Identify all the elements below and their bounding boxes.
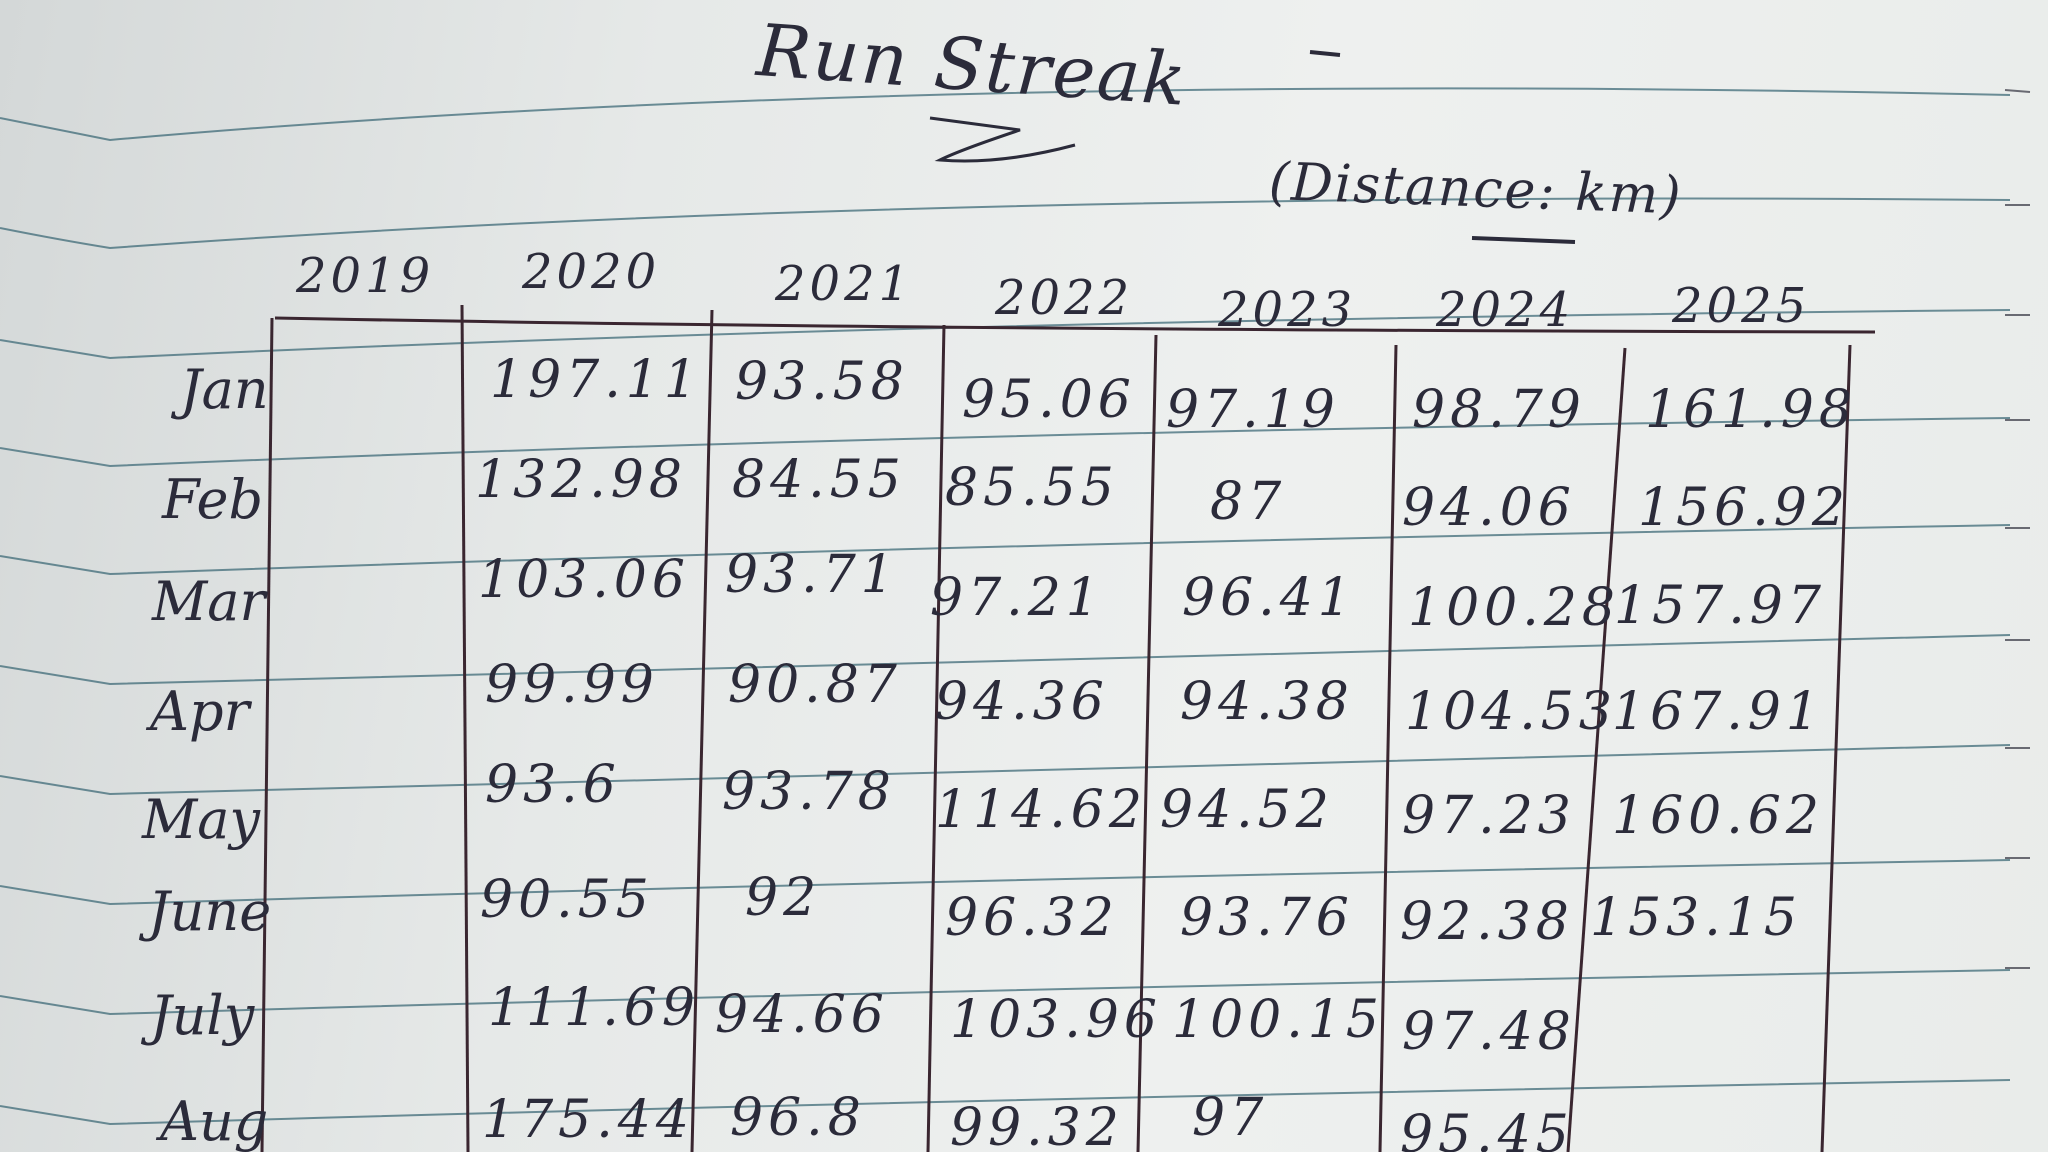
table-cell: 103.96 bbox=[950, 990, 1162, 1050]
year-header-2021: 2021 bbox=[775, 256, 914, 312]
month-label-may: May bbox=[142, 788, 260, 851]
table-cell: 100.28 bbox=[1408, 578, 1620, 638]
table-cell: 96.8 bbox=[730, 1088, 866, 1148]
table-cell: 97 bbox=[1192, 1088, 1269, 1148]
table-cell: 90.87 bbox=[728, 655, 902, 715]
table-cell: 94.66 bbox=[715, 985, 889, 1045]
table-cell: 161.98 bbox=[1645, 380, 1857, 440]
table-cell: 97.19 bbox=[1166, 380, 1340, 440]
table-cell: 94.38 bbox=[1180, 672, 1354, 732]
table-cell: 92.38 bbox=[1400, 892, 1574, 952]
table-cell: 90.55 bbox=[480, 870, 654, 930]
table-cell: 93.71 bbox=[725, 545, 899, 605]
table-cell: 95.45 bbox=[1400, 1105, 1574, 1152]
month-label-apr: Apr bbox=[150, 680, 250, 743]
month-label-june: June bbox=[148, 880, 272, 943]
table-cell: 94.06 bbox=[1402, 478, 1576, 538]
table-cell: 95.06 bbox=[962, 370, 1136, 430]
title-squiggle bbox=[929, 116, 1076, 163]
table-cell: 167.91 bbox=[1612, 682, 1824, 742]
year-header-2019: 2019 bbox=[296, 248, 435, 304]
month-label-jan: Jan bbox=[180, 358, 269, 421]
month-label-july: July bbox=[150, 984, 255, 1047]
table-cell: 157.97 bbox=[1614, 576, 1826, 636]
table-cell: 93.58 bbox=[735, 352, 909, 412]
table-cell: 93.78 bbox=[722, 762, 896, 822]
year-header-2024: 2024 bbox=[1436, 282, 1575, 338]
table-cell: 87 bbox=[1210, 472, 1287, 532]
year-header-2023: 2023 bbox=[1218, 282, 1357, 338]
table-cell: 153.15 bbox=[1590, 888, 1802, 948]
table-cell: 103.06 bbox=[478, 550, 690, 610]
month-label-mar: Mar bbox=[152, 570, 266, 633]
table-cell: 132.98 bbox=[475, 450, 687, 510]
year-header-2020: 2020 bbox=[522, 244, 661, 300]
table-cell: 175.44 bbox=[482, 1090, 694, 1150]
table-cell: 94.52 bbox=[1160, 780, 1334, 840]
table-cell: 92 bbox=[745, 868, 822, 928]
table-cell: 85.55 bbox=[945, 458, 1119, 518]
table-cell: 96.32 bbox=[945, 888, 1119, 948]
table-cell: 114.62 bbox=[935, 780, 1147, 840]
year-header-2025: 2025 bbox=[1672, 278, 1811, 334]
table-cell: 160.62 bbox=[1612, 786, 1824, 846]
month-label-aug: Aug bbox=[160, 1090, 269, 1152]
table-cell: 97.48 bbox=[1402, 1002, 1576, 1062]
month-label-feb: Feb bbox=[162, 468, 264, 531]
table-cell: 99.99 bbox=[485, 655, 659, 715]
table-cell: 93.76 bbox=[1180, 888, 1354, 948]
table-cell: 99.32 bbox=[950, 1098, 1124, 1152]
year-header-2022: 2022 bbox=[995, 270, 1134, 326]
table-cell: 93.6 bbox=[485, 755, 621, 815]
table-cell: 197.11 bbox=[490, 350, 702, 410]
table-cell: 97.21 bbox=[930, 568, 1104, 628]
table-cell: 156.92 bbox=[1638, 478, 1850, 538]
table-cell: 104.53 bbox=[1405, 682, 1617, 742]
table-cell: 111.69 bbox=[488, 978, 700, 1038]
table-cell: 96.41 bbox=[1182, 568, 1356, 628]
table-cell: 94.36 bbox=[935, 672, 1109, 732]
table-cell: 100.15 bbox=[1172, 990, 1384, 1050]
table-cell: 84.55 bbox=[732, 450, 906, 510]
table-cell: 97.23 bbox=[1402, 786, 1576, 846]
table-cell: 98.79 bbox=[1412, 380, 1586, 440]
